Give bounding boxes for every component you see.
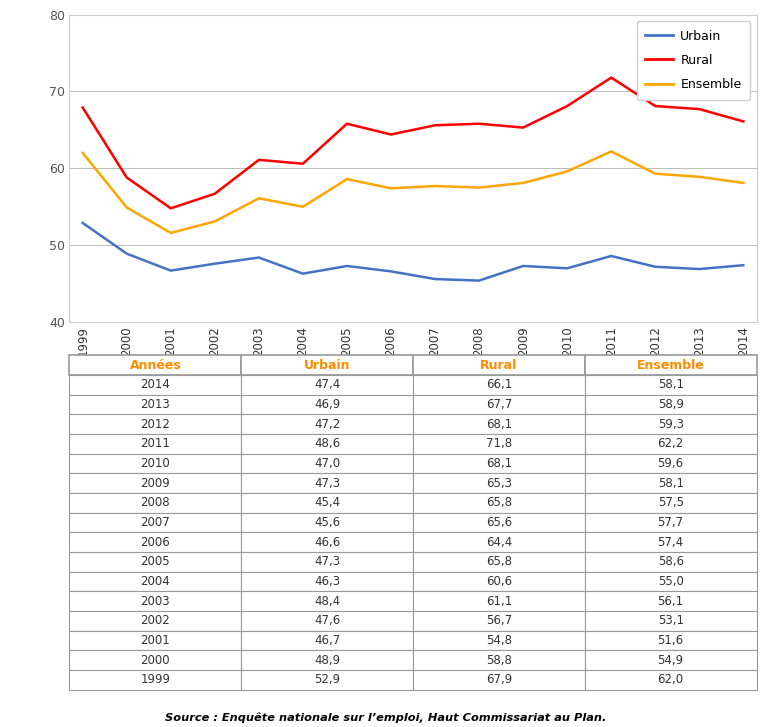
X-axis label: Année: Année [391,362,435,376]
Legend: Urbain, Rural, Ensemble: Urbain, Rural, Ensemble [637,21,750,100]
Text: Source : Enquête nationale sur l’emploi, Haut Commissariat au Plan.: Source : Enquête nationale sur l’emploi,… [165,713,607,723]
